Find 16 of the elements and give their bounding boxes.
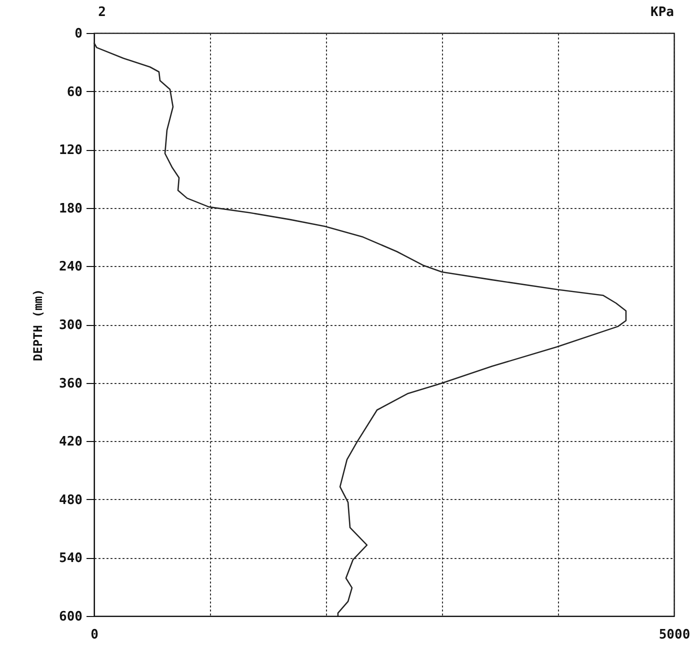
y-tick-label: 60	[66, 84, 83, 100]
text: 2	[98, 5, 106, 20]
y-tick-label: 360	[59, 376, 83, 392]
y-tick-label: 180	[59, 201, 83, 216]
y-tick-label: 480	[59, 492, 83, 508]
y-axis-title: DEPTH (mm)	[31, 288, 46, 362]
line-series	[93, 42, 627, 617]
y-tick-label: 0	[74, 26, 83, 42]
y-tick-label: 120	[59, 143, 83, 158]
x-axis-title: KPa	[650, 5, 674, 20]
y-tick-label: 420	[59, 434, 83, 450]
y-tick-label: 300	[59, 318, 83, 333]
y-tick-label: 240	[59, 260, 83, 275]
y-tick-label: 600	[59, 610, 83, 624]
y-tick-label: 540	[59, 551, 83, 566]
x-tick-label: 5000	[658, 628, 690, 642]
